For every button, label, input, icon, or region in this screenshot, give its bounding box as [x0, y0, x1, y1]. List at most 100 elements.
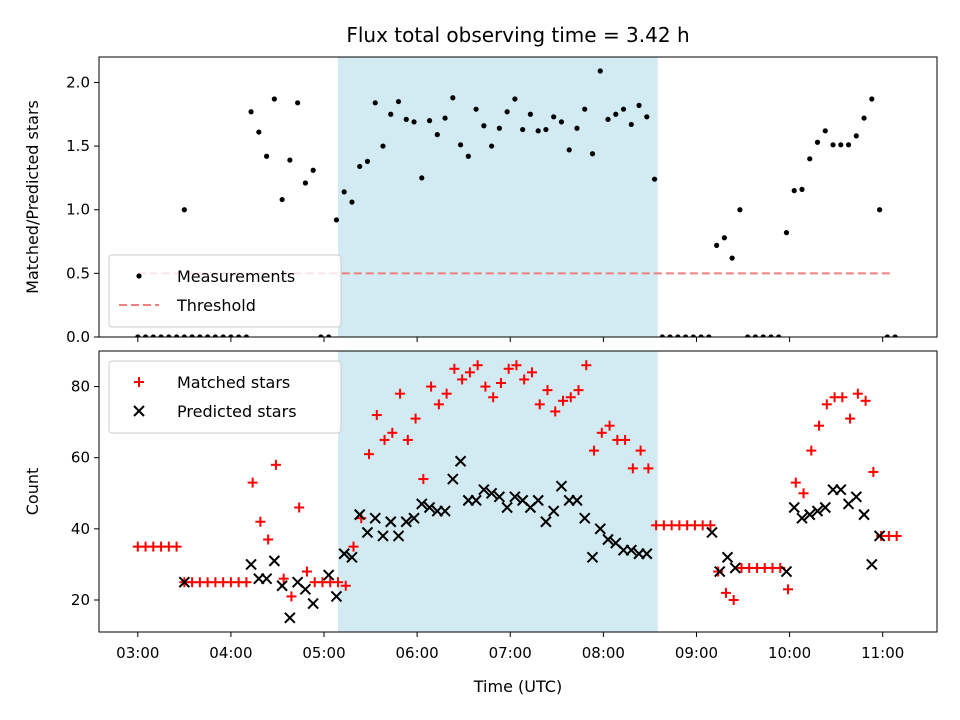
predicted-star-point	[447, 473, 459, 485]
top-panel: 0.0 0.5 1.0 1.5 2.0 Matched/Predicted stars Me…	[23, 56, 938, 346]
predicted-star-point	[493, 491, 506, 503]
measurement-point	[876, 207, 883, 213]
predicted-star-point	[369, 512, 381, 524]
matched-star-point	[241, 577, 252, 588]
measurement-point	[372, 100, 378, 106]
matched-star-point	[247, 477, 258, 488]
matched-star-point	[868, 466, 879, 477]
measurement-point	[189, 334, 195, 337]
matched-star-point	[845, 413, 856, 424]
measurement-point	[142, 334, 149, 337]
matched-star-point	[573, 385, 584, 396]
predicted-star-point	[307, 597, 319, 610]
matched-star-point	[449, 363, 460, 374]
measurement-point	[220, 334, 226, 337]
matched-star-point	[457, 374, 468, 385]
matched-star-point	[798, 488, 809, 499]
measurement-point	[768, 334, 774, 337]
measurement-point	[388, 111, 394, 117]
matched-star-point	[519, 374, 530, 385]
predicted-star-point	[284, 612, 296, 624]
predicted-star-point	[586, 551, 599, 564]
x-tick-label: 05:00	[302, 644, 345, 662]
predicted-star-point	[245, 558, 257, 571]
measurement-point	[667, 334, 673, 337]
y-tick-label: 20	[71, 591, 90, 609]
measurement-point	[248, 109, 254, 115]
matched-star-point	[371, 410, 382, 421]
predicted-star-point	[509, 491, 521, 503]
predicted-star-point	[796, 512, 808, 524]
measurement-point	[845, 142, 852, 148]
matched-star-point	[433, 399, 444, 410]
measurement-point	[760, 334, 766, 337]
measurement-point	[830, 142, 836, 148]
predicted-star-point	[299, 583, 312, 596]
measurement-point	[636, 102, 642, 108]
predicted-star-point	[501, 501, 513, 514]
measurement-point	[205, 334, 211, 337]
bottom-panel: 20 40 60 80 03:00 04:00 05:00 06:00 07:00 08:00 09…	[23, 350, 938, 662]
predicted-star-point	[729, 562, 741, 574]
predicted-star-point	[392, 530, 405, 542]
measurement-point	[236, 334, 242, 337]
predicted-star-point	[819, 501, 831, 514]
measurement-point	[279, 196, 285, 203]
measurement-point	[597, 68, 603, 74]
matched-star-point	[263, 534, 274, 545]
measurement-point	[504, 109, 510, 115]
x-tick-label: 03:00	[116, 644, 159, 662]
predicted-star-point	[706, 526, 718, 539]
measurement-point	[582, 106, 588, 112]
measurement-point	[543, 126, 549, 133]
matched-star-point	[860, 395, 871, 406]
legend-marker	[136, 273, 142, 279]
measurement-point	[884, 334, 890, 337]
matched-star-point	[294, 502, 305, 513]
predicted-star-point	[532, 494, 544, 507]
matched-star-point	[301, 566, 312, 577]
measurement-point	[135, 334, 141, 337]
measurement-point	[434, 132, 440, 138]
matched-star-point	[705, 520, 716, 531]
measurement-point	[403, 116, 409, 122]
predicted-star-point	[835, 484, 847, 496]
predicted-star-point	[338, 548, 350, 560]
axes-frame	[98, 350, 938, 633]
matched-star-point	[379, 434, 390, 445]
measurement-point	[683, 334, 689, 337]
y-tick-label: 2.0	[66, 73, 90, 91]
measurement-point	[318, 334, 324, 337]
matched-star-point	[441, 388, 452, 399]
measurement-point	[326, 334, 332, 337]
x-tick-label: 04:00	[209, 644, 252, 662]
matched-star-point	[589, 445, 600, 456]
measurement-point	[698, 334, 704, 337]
y-tick-label: 60	[71, 449, 90, 467]
measurement-point	[628, 121, 634, 128]
matched-star-point	[542, 385, 553, 396]
measurement-point	[243, 334, 250, 337]
matched-star-point	[364, 449, 375, 460]
matched-star-point	[713, 566, 724, 577]
matched-star-point	[348, 541, 359, 552]
predicted-star-point	[780, 565, 793, 578]
matched-star-point	[464, 367, 475, 378]
y-axis-label: Count	[23, 468, 42, 516]
measurement-point	[659, 334, 665, 337]
chart-title: Flux total observing time = 3.42 h	[346, 23, 689, 47]
matched-star-point	[720, 587, 731, 598]
measurement-point	[814, 139, 821, 145]
predicted-star-point	[540, 516, 552, 528]
matched-star-point	[488, 392, 499, 403]
x-tick-label: 10:00	[768, 644, 811, 662]
measurement-point	[395, 98, 402, 105]
measurement-point	[295, 100, 301, 106]
plot-area	[135, 68, 898, 337]
measurement-point	[302, 180, 308, 186]
measurement-point	[861, 115, 867, 121]
predicted-star-point	[579, 512, 591, 524]
plot-area	[132, 360, 902, 624]
legend: Measurements Threshold	[108, 254, 342, 328]
